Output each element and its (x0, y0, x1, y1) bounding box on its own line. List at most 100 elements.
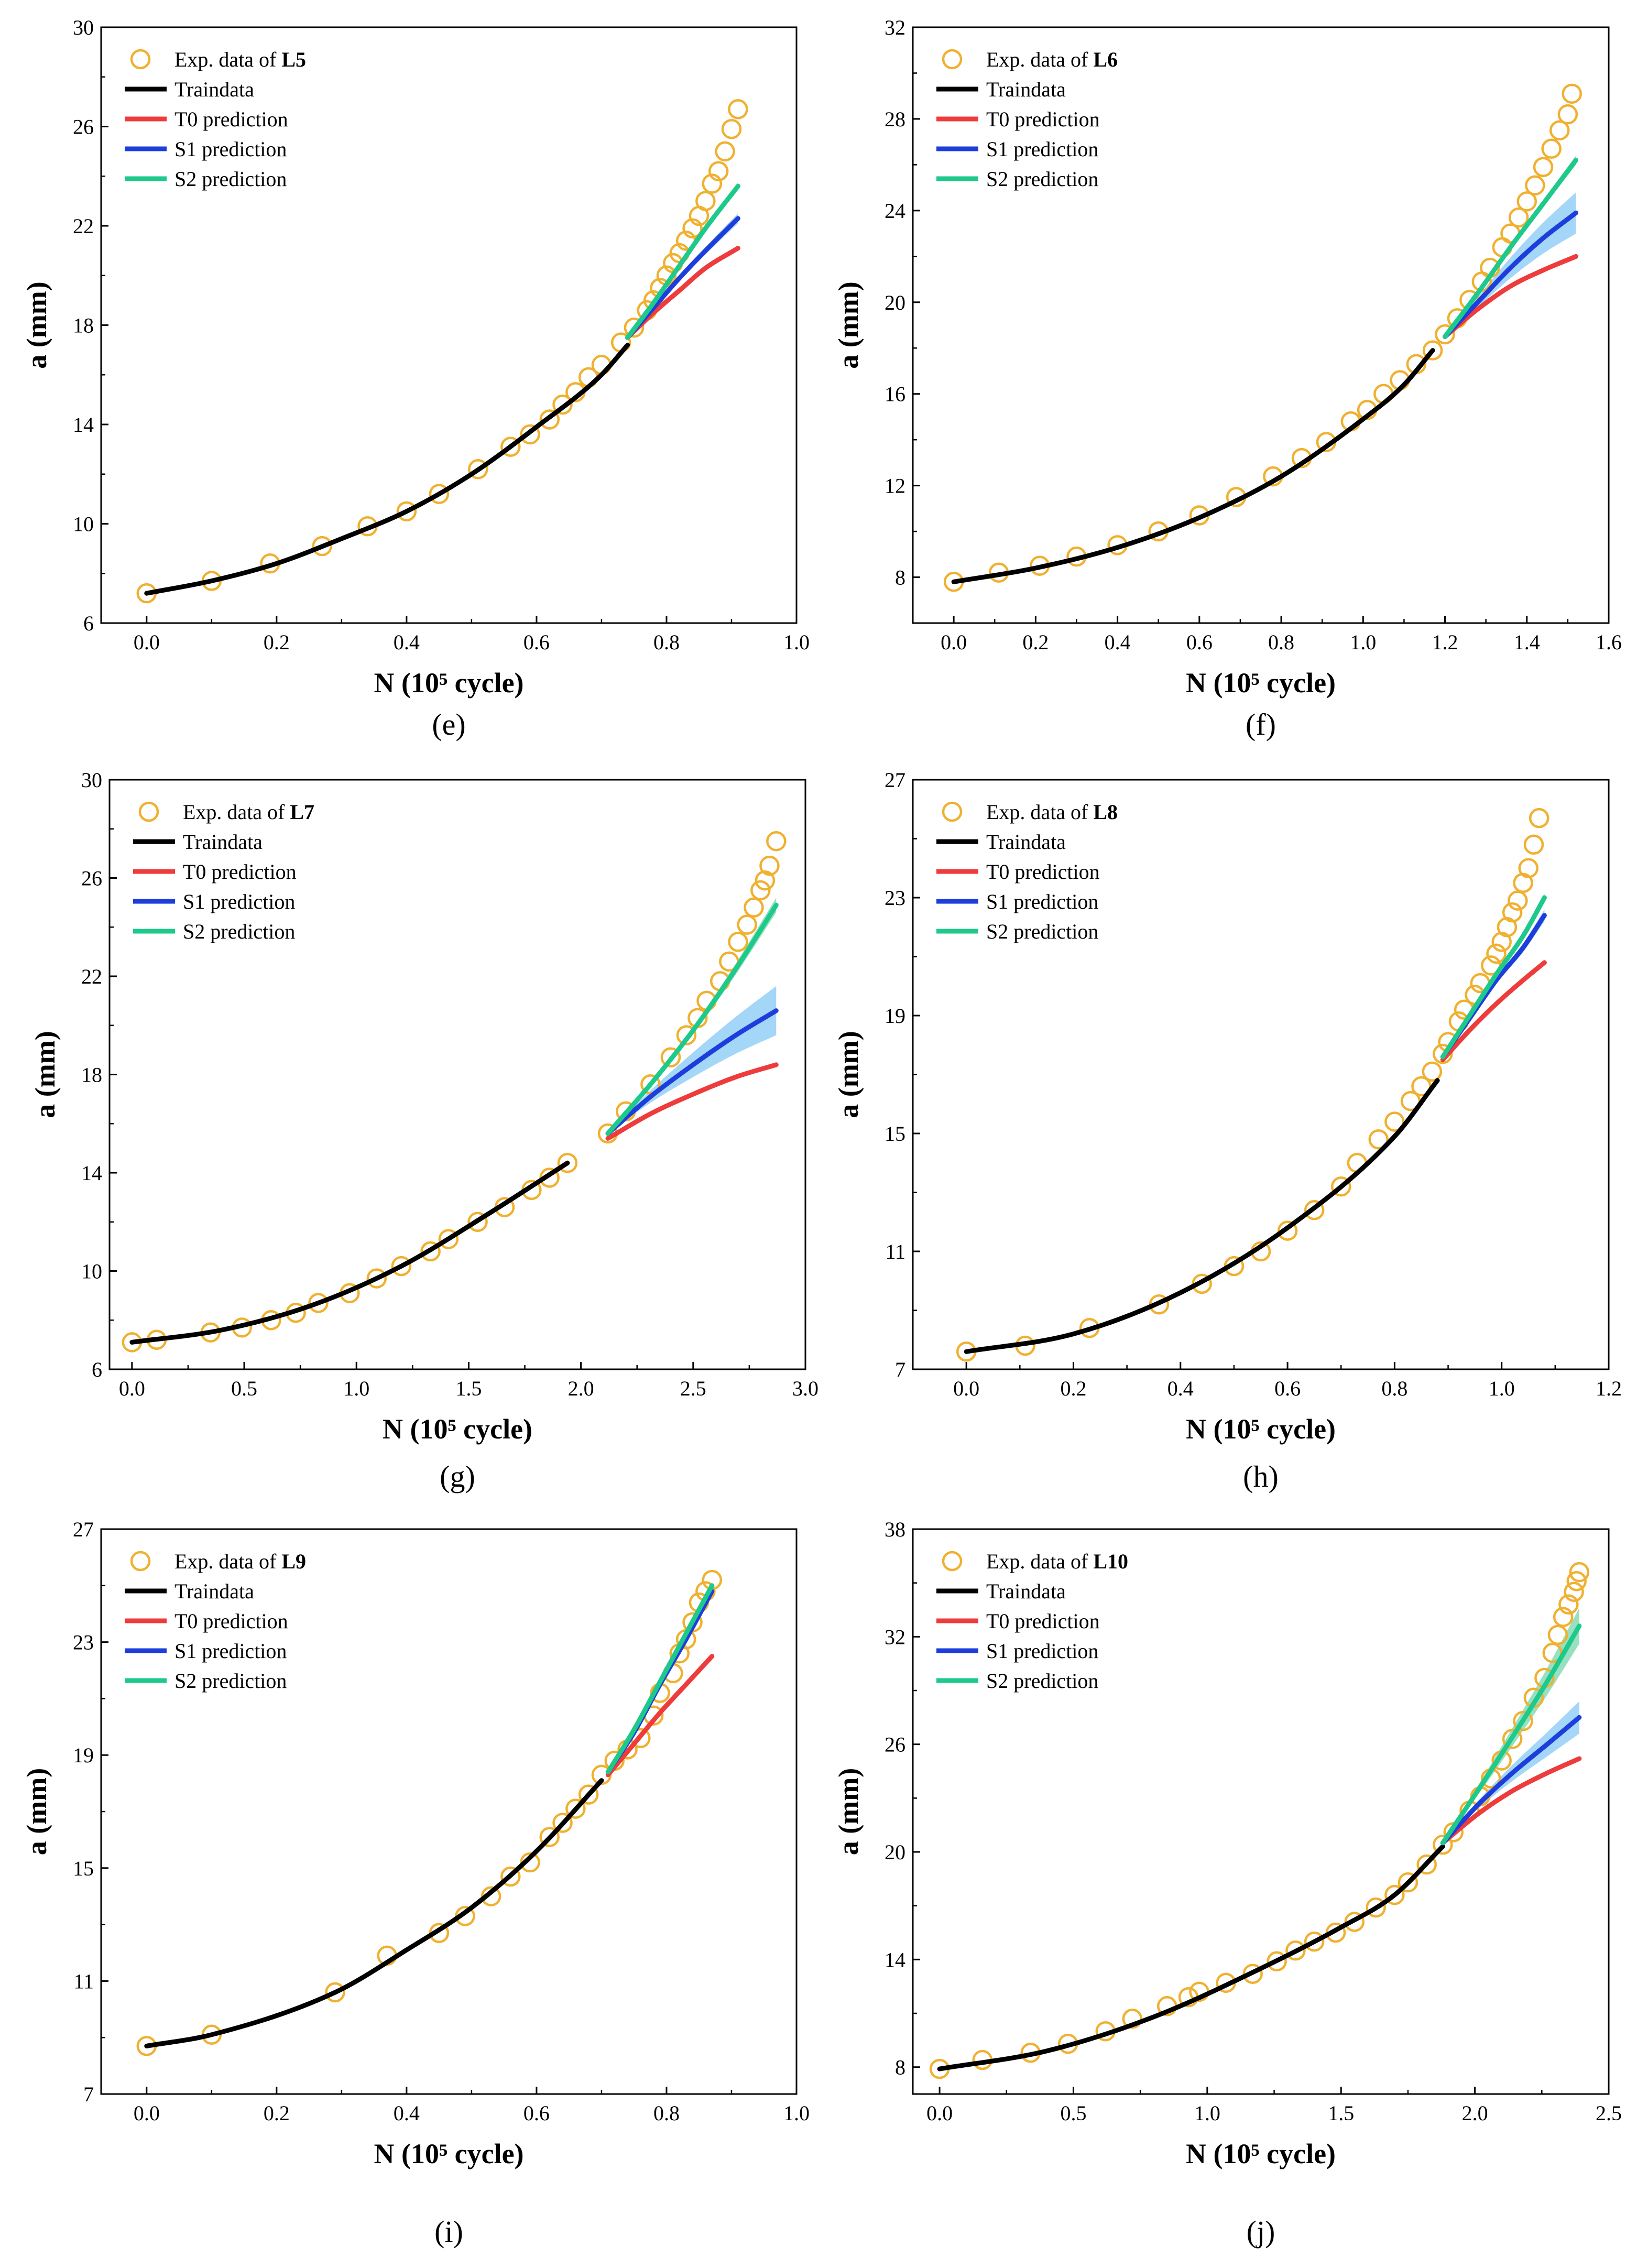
y-tick-label: 6 (83, 612, 94, 635)
exp-data-point (1304, 1931, 1325, 1952)
exp-data-point (1541, 138, 1562, 159)
exp-data-point (1368, 1129, 1389, 1150)
chart-panel-e: 0.0 0.2 0.4 0.6 0.8 1.0 6 10 14 18 22 26 30 N (10⁵ cy… (21, 16, 810, 742)
exp-data-point (682, 218, 703, 238)
y-axis-title: a (mm) (29, 1031, 61, 1118)
exp-data-point (1267, 1951, 1287, 1972)
legend-exp-label: Exp. data of L6 (986, 48, 1118, 71)
exp-data-point (1122, 2009, 1143, 2029)
traindata-line (144, 1778, 604, 2048)
exp-data-point (1384, 1111, 1405, 1132)
y-tick-label: 32 (885, 16, 905, 39)
panels-group: 0.0 0.2 0.4 0.6 0.8 1.0 6 10 14 18 22 26 30 N (10⁵ cy… (21, 16, 1622, 2249)
s1-prediction-line (1443, 210, 1578, 339)
legend-s2-label: S2 prediction (174, 1669, 287, 1693)
exp-data-point (429, 484, 450, 504)
exp-data-point (500, 437, 521, 457)
plot-area (956, 808, 1549, 1362)
legend: Exp. data of L7 Traindata T0 prediction S1 … (133, 800, 314, 943)
legend-s2-label: S2 prediction (986, 920, 1098, 943)
exp-data-point (728, 99, 748, 119)
y-tick-label: 32 (885, 1625, 905, 1649)
exp-data-point (539, 409, 560, 430)
legend-specimen: L9 (281, 1550, 306, 1573)
plot-area (122, 831, 787, 1353)
exp-data-point (1508, 890, 1528, 911)
y-tick-label: 11 (73, 1969, 94, 1993)
y-tick-label: 26 (73, 115, 94, 139)
y-tick-label: 12 (885, 474, 905, 498)
legend-s1-label: S1 prediction (986, 1639, 1098, 1663)
x-axis-title: N (10⁵ cycle) (1186, 667, 1336, 699)
exp-data-point (1518, 858, 1539, 878)
legend-s1-label: S1 prediction (174, 137, 287, 161)
exp-data-point (1529, 808, 1549, 828)
x-tick-label: 0.4 (394, 2101, 420, 2125)
x-axis-title: N (10⁵ cycle) (374, 2138, 523, 2169)
legend-t0-label: T0 prediction (986, 860, 1100, 884)
exp-data-point (420, 1241, 441, 1262)
x-tick-label: 3.0 (792, 1377, 818, 1400)
exp-data-point (396, 501, 417, 522)
legend-s2-label: S2 prediction (986, 1669, 1098, 1693)
y-tick-label: 18 (73, 314, 94, 337)
exp-data-point (640, 1074, 661, 1095)
x-tick-label: 0.0 (941, 630, 967, 654)
exp-data-point (1277, 1220, 1298, 1241)
exp-data-point (660, 1047, 681, 1067)
x-tick-label: 1.2 (1596, 1377, 1622, 1400)
x-tick-label: 0.8 (653, 630, 680, 654)
plot-area (136, 99, 748, 604)
exp-data-point (695, 191, 716, 211)
legend-s1-label: S1 prediction (183, 890, 295, 913)
legend-traindata-label: Traindata (986, 830, 1066, 854)
y-tick-label: 10 (73, 513, 94, 536)
legend-exp-prefix: Exp. data of (183, 800, 290, 824)
exp-data-point (1547, 1624, 1568, 1645)
chart-panel-j: 0.0 0.5 1.0 1.5 2.0 2.5 8 14 20 26 32 38 N (10⁵ cycl… (833, 1518, 1622, 2249)
exp-data-point (565, 1798, 586, 1819)
y-tick-label: 14 (885, 1948, 905, 1971)
x-axis-title: N (10⁵ cycle) (374, 667, 523, 699)
y-tick-label: 24 (885, 199, 905, 223)
exp-data-point (438, 1229, 459, 1249)
exp-data-point (624, 317, 645, 338)
chart-panel-g: 0.0 0.5 1.0 1.5 2.0 2.5 3.0 6 10 14 18 22 26 30 N (10⁵… (29, 768, 818, 1493)
x-axis-title: N (10⁵ cycle) (1186, 2138, 1336, 2169)
x-tick-label: 1.0 (1350, 630, 1376, 654)
y-tick-label: 11 (885, 1240, 905, 1263)
exp-data-point (737, 914, 757, 935)
exp-data-point (1508, 207, 1529, 228)
panel-caption: (i) (434, 2215, 463, 2249)
legend-exp-label: Exp. data of L9 (174, 1550, 306, 1573)
exp-data-point (1549, 120, 1570, 141)
legend-t0-label: T0 prediction (174, 107, 288, 131)
x-tick-label: 1.0 (783, 630, 810, 654)
s2-prediction-line (1440, 1623, 1582, 1846)
y-tick-label: 23 (885, 886, 905, 910)
exp-data-point (391, 1256, 412, 1277)
legend-exp-marker (130, 49, 151, 70)
x-tick-label: 0.0 (926, 2101, 953, 2125)
exp-data-point (520, 1852, 540, 1873)
exp-data-point (1562, 83, 1582, 104)
x-tick-label: 1.5 (1328, 2101, 1354, 2125)
legend-t0-label: T0 prediction (174, 1609, 288, 1633)
y-tick-label: 7 (83, 2082, 94, 2106)
x-tick-label: 0.0 (953, 1377, 979, 1400)
legend: Exp. data of L8 Traindata T0 prediction S1 … (936, 800, 1118, 943)
y-tick-label: 30 (73, 16, 94, 39)
exp-data-point (481, 1886, 501, 1906)
legend-exp-prefix: Exp. data of (986, 48, 1093, 71)
exp-data-point (1416, 1854, 1437, 1875)
exp-data-point (728, 932, 748, 952)
y-tick-label: 30 (81, 768, 102, 792)
exp-data-point (539, 1827, 560, 1847)
y-tick-label: 19 (73, 1743, 94, 1767)
panel-caption: (e) (432, 707, 465, 742)
exp-data-point (1433, 1043, 1453, 1064)
y-tick-label: 22 (73, 214, 94, 238)
legend-exp-label: Exp. data of L5 (174, 48, 306, 71)
legend-s1-label: S1 prediction (986, 137, 1098, 161)
legend-specimen: L8 (1093, 800, 1118, 824)
